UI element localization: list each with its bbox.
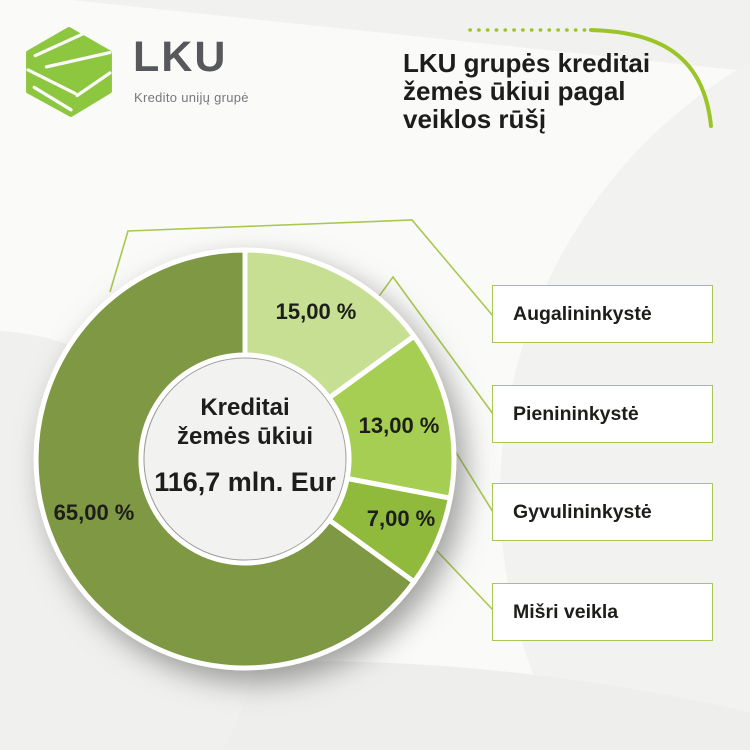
donut-center-disc [144, 358, 346, 560]
legend-box-pienininkyste: Pienininkystė [492, 385, 713, 443]
center-title-line2: žemės ūkiui [177, 423, 313, 450]
legend-label-gyvulininkyste: Gyvulininkystė [513, 500, 652, 523]
legend-label-augalininkyste: Augalininkystė [513, 302, 652, 325]
legend-box-augalininkyste: Augalininkystė [492, 285, 713, 343]
pie-slice-augalininkyste [242, 247, 417, 401]
donut-slices [33, 247, 457, 671]
slice-label-15: 15,00 % [276, 299, 357, 324]
slice-label-13: 13,00 % [359, 413, 440, 438]
logo-subtitle: Kredito unijų grupė [134, 90, 249, 105]
center-total-value: 116,7 mln. Eur [154, 467, 336, 497]
logo-wordmark: LKU [133, 33, 228, 81]
slice-label-7: 7,00 % [367, 506, 436, 531]
callout-misri-veikla [436, 550, 494, 611]
slice-label-65: 65,00 % [54, 500, 135, 525]
legend-box-misri-veikla: Mišri veikla [492, 583, 713, 641]
lku-cube-logo-icon [26, 27, 112, 117]
legend-label-misri-veikla: Mišri veikla [513, 600, 619, 623]
title-line-3: veiklos rūšį [403, 104, 547, 134]
callout-gyvulininkyste [451, 445, 494, 513]
legend-box-gyvulininkyste: Gyvulininkystė [492, 483, 713, 541]
page-title: LKU grupės kreditai žemės ūkiui pagal ve… [403, 49, 650, 133]
title-line-2: žemės ūkiui pagal [403, 76, 626, 106]
title-line-1: LKU grupės kreditai [403, 48, 651, 78]
callout-augalininkyste [109, 219, 494, 317]
center-title-line1: Kreditai [200, 394, 289, 421]
legend-label-pienininkyste: Pienininkystė [513, 402, 639, 425]
pie-slice-pienininkyste [326, 333, 457, 501]
curve-accent [589, 28, 713, 128]
pie-slice-misri-veikla [33, 247, 417, 671]
